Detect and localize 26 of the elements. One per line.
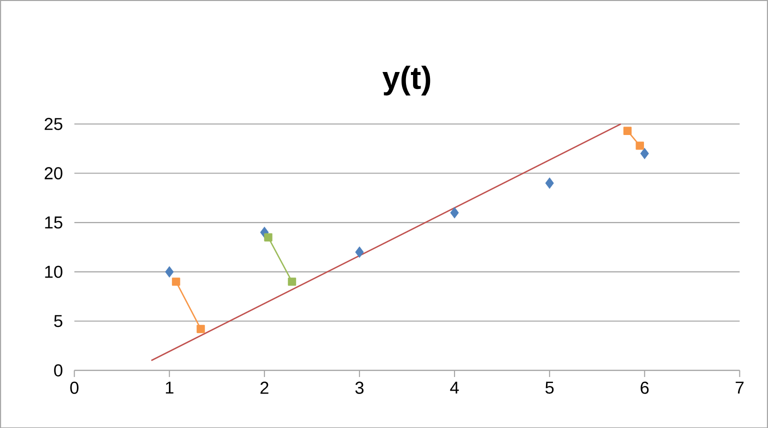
x-tick-label: 3 (355, 381, 364, 394)
point (355, 246, 364, 258)
point (636, 141, 644, 150)
x-tick-label: 7 (736, 381, 744, 394)
y-tick-label: 25 (44, 118, 62, 130)
point (288, 277, 296, 286)
x-tick-label: 0 (70, 381, 78, 394)
y-tick-label: 10 (45, 266, 62, 278)
x-tick-label: 2 (260, 381, 268, 394)
point (640, 148, 649, 159)
x-tick-label: 6 (640, 381, 649, 394)
x-tick-label: 5 (545, 381, 554, 394)
x-tick-label: 4 (450, 381, 459, 394)
point (623, 126, 632, 135)
point (545, 177, 554, 188)
point (450, 206, 459, 218)
y-tick-label: 0 (54, 364, 62, 376)
point (172, 277, 180, 286)
point (264, 233, 272, 242)
point (196, 324, 205, 333)
point (165, 266, 174, 278)
y-tick-label: 15 (45, 216, 62, 228)
x-tick-label: 1 (166, 381, 174, 394)
y-tick-label: 5 (54, 314, 62, 327)
y-tick-label: 20 (44, 166, 62, 180)
chart-title: y(t) (382, 66, 430, 96)
